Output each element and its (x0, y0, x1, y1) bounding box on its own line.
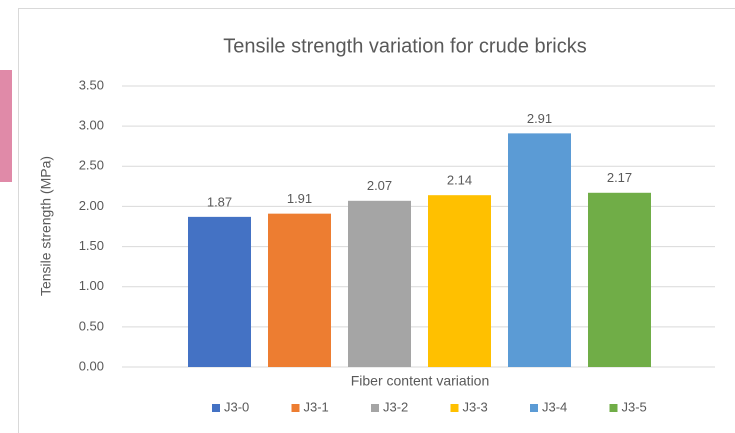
legend-swatch (610, 404, 618, 412)
bar (428, 195, 491, 367)
bar (268, 214, 331, 367)
legend-swatch (371, 404, 379, 412)
y-axis-title: Tensile strength (MPa) (38, 156, 54, 296)
y-tick-label: 0.00 (79, 358, 104, 373)
legend-label: J3-5 (622, 399, 647, 414)
y-tick-label: 1.50 (79, 238, 104, 253)
legend-swatch (451, 404, 459, 412)
y-tick-label: 1.00 (79, 278, 104, 293)
y-tick-label: 2.00 (79, 198, 104, 213)
y-tick-label: 0.50 (79, 318, 104, 333)
legend-label: J3-2 (383, 399, 408, 414)
data-label: 2.91 (527, 111, 552, 126)
x-axis-title: Fiber content variation (351, 373, 490, 389)
data-label: 2.17 (607, 170, 632, 185)
data-label: 2.14 (447, 173, 472, 188)
data-label: 1.91 (287, 191, 312, 206)
legend-swatch (212, 404, 220, 412)
legend-label: J3-4 (542, 399, 567, 414)
y-tick-label: 2.50 (79, 158, 104, 173)
legend-swatch (292, 404, 300, 412)
chart: Tensile strength variation for crude bri… (0, 0, 735, 433)
chart-title: Tensile strength variation for crude bri… (223, 35, 587, 57)
data-label: 2.07 (367, 178, 392, 193)
data-label: 1.87 (207, 194, 232, 209)
legend-swatch (530, 404, 538, 412)
image-fragment (0, 70, 12, 182)
legend-label: J3-1 (304, 399, 329, 414)
y-tick-label: 3.50 (79, 77, 104, 92)
bar (188, 217, 251, 367)
bar (348, 201, 411, 367)
bar (588, 193, 651, 367)
page: Tensile strength variation for crude bri… (0, 0, 735, 433)
y-tick-label: 3.00 (79, 118, 104, 133)
bar (508, 133, 571, 367)
legend-label: J3-0 (224, 399, 249, 414)
legend-label: J3-3 (463, 399, 488, 414)
